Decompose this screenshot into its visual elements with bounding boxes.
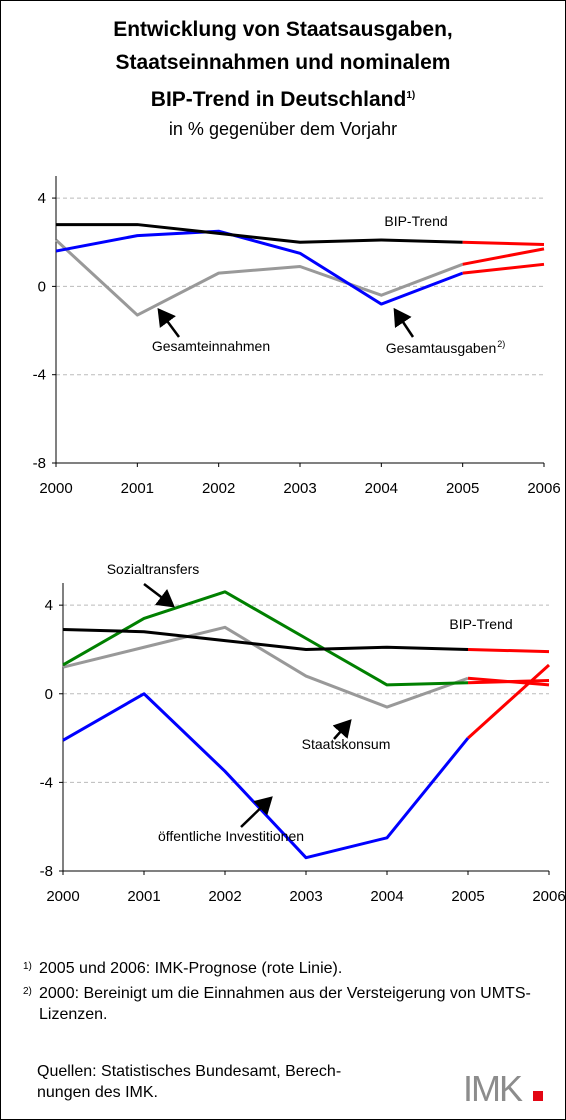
x-tick-label: 2004 [370,888,403,905]
x-tick-label: 2005 [446,480,479,497]
footnote-mark: 1) [23,961,32,972]
x-tick-label: 2000 [46,888,79,905]
series-label: BIP-Trend [449,616,512,632]
y-tick-label: -8 [33,455,46,472]
x-tick-label: 2005 [451,888,484,905]
y-tick-label: 4 [45,597,53,614]
x-tick-label: 2001 [121,480,154,497]
label-arrow [143,583,175,608]
logo: IMK [463,1068,523,1109]
series-label: BIP-Trend [384,213,447,229]
source: Quellen: Statistisches Bundesamt, Berech… [37,1063,342,1101]
logo-square [533,1091,543,1101]
y-tick-label: -8 [40,863,53,880]
label-arrow [393,307,415,338]
forecast-line [462,247,545,266]
subtitle: in % gegenüber dem Vorjahr [168,119,398,139]
forecast-line [466,663,551,740]
title: Entwicklung von Staatsausgaben, Staatsei… [1,13,565,116]
x-tick-label: 2002 [202,480,235,497]
title-line: Entwicklung von Staatsausgaben, [113,18,453,41]
series-line [54,238,464,317]
x-tick-label: 2000 [39,480,72,497]
title-text: BIP-Trend in Deutschland [150,88,407,111]
x-tick-label: 2002 [208,888,241,905]
series-label: Gesamteinnahmen [152,338,270,354]
series-label: öffentliche Investitionen [158,828,304,844]
series-label: Staatskonsum [302,736,391,752]
footnote-mark: 2) [23,981,32,1006]
forecast-line [462,262,545,275]
forecast-line [467,647,550,654]
x-tick-label: 2006 [532,888,565,905]
x-tick-label: 2001 [127,888,160,905]
y-tick-label: 0 [38,278,46,295]
series-line [55,229,464,306]
footnote: 2000: Bereinigt um die Einnahmen aus der… [39,985,531,1023]
series-line [56,223,463,244]
x-tick-label: 2004 [365,480,398,497]
label-arrow [332,719,352,740]
y-tick-label: 0 [45,686,53,703]
title-note: 1) [406,90,416,101]
y-tick-label: -4 [33,367,46,384]
forecast-line [462,240,545,246]
footnote: 2005 und 2006: IMK-Prognose (rote Linie)… [39,960,343,977]
title-line: BIP-Trend in Deutschland1) [1,79,565,116]
footnote-mark: 1) [23,956,32,981]
y-tick-label: 4 [38,190,46,207]
series-line [62,625,469,709]
label-arrow [157,307,181,338]
x-tick-label: 2003 [283,480,316,497]
series-line [62,590,469,687]
series-line [62,628,469,651]
footnote-mark: 2) [23,986,32,997]
forecast-line [467,678,550,685]
series-note: 2) [497,339,505,349]
y-tick-label: -4 [40,774,53,791]
series-label: Sozialtransfers [107,561,200,577]
label-arrow [240,796,273,828]
series-label: Gesamtausgaben [386,340,497,356]
title-line: Staatseinnahmen und nominalem [115,51,451,74]
x-tick-label: 2003 [289,888,322,905]
x-tick-label: 2006 [527,480,560,497]
